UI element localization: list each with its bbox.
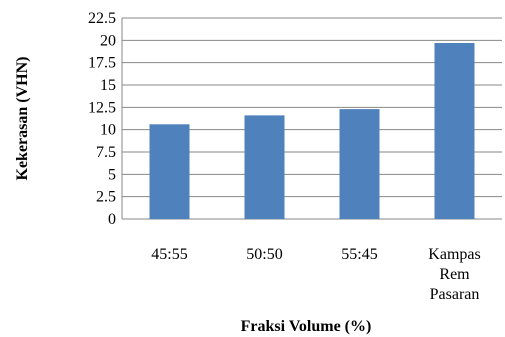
y-tick-labels: 0 2.5 5 7.5 10 12.5 15 17.5 20 22.5 bbox=[88, 10, 116, 228]
y-tick-label: 20 bbox=[100, 32, 116, 49]
y-tick-label: 7.5 bbox=[96, 144, 116, 161]
x-category-labels: 45:55 50:50 55:45 Kampas Rem Pasaran bbox=[151, 246, 480, 303]
y-tick-label: 17.5 bbox=[88, 55, 116, 72]
y-tick-label: 22.5 bbox=[88, 10, 116, 27]
bar bbox=[149, 124, 190, 219]
y-axis-title: Kekerasan (VHN) bbox=[14, 57, 31, 181]
x-category-label: 45:55 bbox=[151, 246, 187, 263]
x-category-label: Rem bbox=[439, 266, 470, 283]
x-axis-title: Fraksi Volume (%) bbox=[241, 318, 372, 335]
y-tick-label: 12.5 bbox=[88, 99, 116, 116]
bar bbox=[244, 115, 285, 219]
y-tick-label: 15 bbox=[100, 77, 116, 94]
bar bbox=[339, 109, 380, 219]
y-tick-label: 5 bbox=[108, 166, 116, 183]
x-category-label: 55:45 bbox=[341, 246, 377, 263]
x-category-label: Pasaran bbox=[430, 286, 480, 303]
y-tick-label: 2.5 bbox=[96, 189, 116, 206]
x-category-label: 50:50 bbox=[246, 246, 282, 263]
x-category-label: Kampas bbox=[428, 246, 480, 263]
y-tick-label: 10 bbox=[100, 122, 116, 139]
bars bbox=[149, 43, 475, 219]
bar bbox=[434, 43, 475, 219]
y-tick-label: 0 bbox=[108, 211, 116, 228]
